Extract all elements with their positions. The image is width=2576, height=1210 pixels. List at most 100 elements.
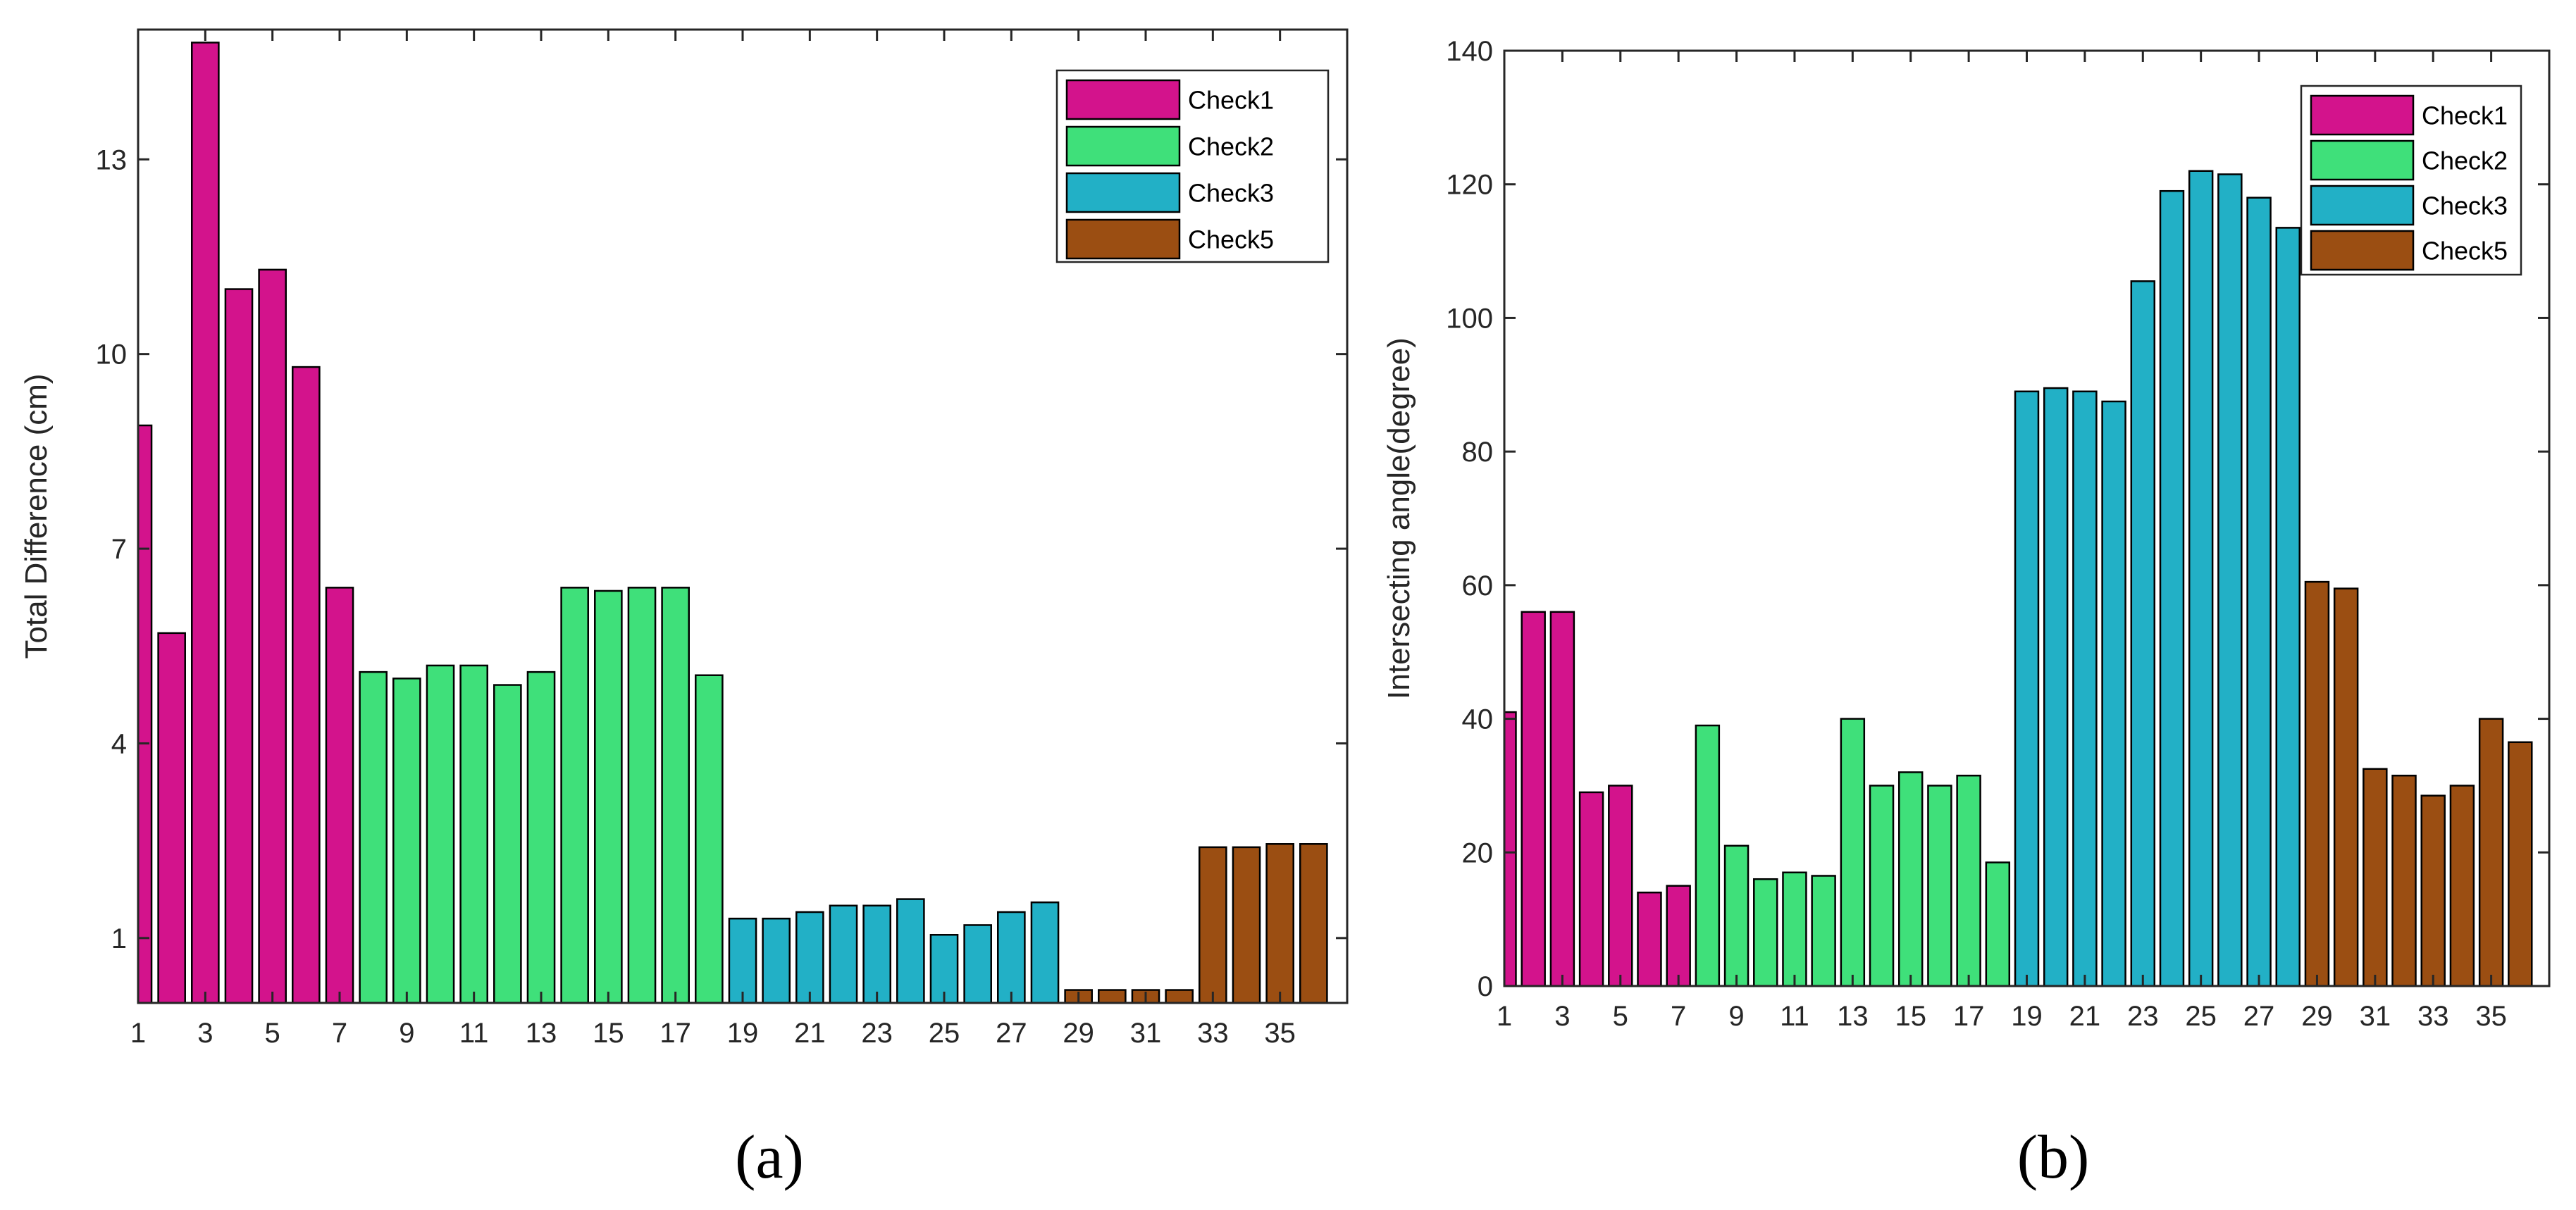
chart-b-bar-21 (2072, 390, 2098, 987)
chart-a-bar-20 (762, 917, 791, 1004)
chart-b-ytick-label: 20 (1462, 837, 1494, 868)
chart-b-xtick-label: 23 (2127, 1001, 2159, 1032)
chart-a-ylabel: Total Difference (cm) (19, 373, 54, 659)
chart-b-xtick-label: 13 (1837, 1001, 1869, 1032)
chart-b-legend-swatch-check1 (2310, 94, 2415, 136)
chart-b-legend-swatch-check2 (2310, 139, 2415, 181)
chart-a-caption: (a) (735, 1123, 804, 1192)
chart-b-ytick-label: 140 (1446, 36, 1493, 67)
chart-a-xtick-label: 5 (265, 1018, 280, 1049)
chart-a-bar-7 (325, 587, 354, 1004)
chart-a-bar-18 (695, 674, 724, 1004)
chart-b-legend-label-check5: Check5 (2422, 237, 2508, 266)
chart-a-xtick-label: 13 (526, 1018, 557, 1049)
chart-a-legend-label-check5: Check5 (1188, 225, 1274, 254)
chart-a-legend-label-check3: Check3 (1188, 179, 1274, 208)
chart-b-ytick-label: 120 (1446, 170, 1493, 201)
chart-b-xtick-label: 1 (1497, 1001, 1512, 1032)
chart-a-bar-15 (594, 590, 623, 1004)
chart-b-bar-15 (1897, 771, 1924, 987)
chart-a-bar-26 (963, 924, 992, 1004)
chart-a-xtick-label: 3 (197, 1018, 213, 1049)
chart-a-bar-2 (157, 632, 186, 1004)
chart-b-bar-23 (2130, 280, 2156, 987)
chart-b-legend-label-check1: Check1 (2422, 101, 2508, 130)
chart-a-xtick-label: 11 (459, 1018, 489, 1049)
chart-a-bar-14 (560, 587, 589, 1004)
chart-b-bar-34 (2449, 785, 2475, 987)
chart-b-xtick-label: 19 (2011, 1001, 2043, 1032)
chart-b-bar-24 (2159, 189, 2185, 987)
chart-a-bar-8 (359, 671, 388, 1004)
chart-a-xtick-label: 15 (593, 1018, 624, 1049)
chart-a-legend-swatch-check3 (1065, 172, 1181, 213)
chart-b-xtick-label: 35 (2475, 1001, 2507, 1032)
chart-b-bar-29 (2304, 580, 2330, 987)
chart-a-ytick-label: 10 (96, 339, 128, 370)
chart-b-bar-13 (1840, 718, 1866, 987)
chart-a-ytick-label: 13 (96, 144, 128, 175)
chart-a-bar-1 (137, 424, 153, 1004)
chart-b-bar-6 (1637, 891, 1662, 987)
chart-b-bar-27 (2246, 197, 2272, 987)
chart-a-bar-13 (526, 671, 556, 1004)
chart-a-ytick-label: 7 (111, 534, 127, 565)
chart-b-xtick-label: 11 (1780, 1001, 1809, 1032)
chart-b-xtick-label: 29 (2301, 1001, 2333, 1032)
chart-a-bar-21 (795, 911, 824, 1004)
chart-a-bar-17 (661, 587, 690, 1004)
chart-b-ylabel: Intersecting angle(degree) (1382, 337, 1416, 699)
chart-b-bar-32 (2391, 774, 2417, 987)
chart-b-xtick-label: 25 (2185, 1001, 2217, 1032)
chart-b-legend-label-check3: Check3 (2422, 192, 2508, 220)
chart-b-bar-3 (1549, 611, 1575, 987)
chart-b-legend-swatch-check5 (2310, 230, 2415, 271)
chart-b-bar-2 (1521, 611, 1546, 987)
chart-b-bar-36 (2508, 741, 2533, 987)
chart-b-bar-17 (1956, 774, 1981, 987)
chart-a-bar-11 (459, 664, 488, 1004)
chart-a-xtick-label: 17 (660, 1018, 691, 1049)
chart-b-bar-1 (1503, 711, 1517, 987)
chart-b-xtick-label: 17 (1953, 1001, 1985, 1032)
chart-b-xtick-label: 3 (1554, 1001, 1570, 1032)
chart-a-xtick-label: 31 (1130, 1018, 1162, 1049)
chart-a-xtick-label: 21 (794, 1018, 826, 1049)
chart-b-ytick-label: 60 (1462, 570, 1494, 601)
chart-a-bar-33 (1199, 846, 1227, 1004)
chart-a-bar-10 (426, 664, 455, 1004)
chart-a-bar-24 (896, 898, 925, 1004)
chart-a-bar-27 (997, 911, 1026, 1004)
chart-b-legend-label-check2: Check2 (2422, 146, 2508, 175)
chart-b-caption: (b) (2017, 1123, 2090, 1192)
chart-b-xtick-label: 27 (2243, 1001, 2275, 1032)
chart-b-ytick-label: 100 (1446, 303, 1493, 334)
chart-b-bar-18 (1985, 861, 2011, 987)
chart-a-legend-swatch-check2 (1065, 125, 1181, 167)
chart-a-xtick-label: 35 (1264, 1018, 1296, 1049)
chart-b-bar-35 (2478, 718, 2504, 987)
chart-b-ytick-label: 80 (1462, 437, 1494, 468)
chart-b-bar-8 (1695, 724, 1721, 987)
chart-b-bar-11 (1782, 871, 1807, 987)
chart-a-bar-36 (1299, 843, 1328, 1004)
chart-a-legend-label-check2: Check2 (1188, 132, 1274, 161)
chart-a-xtick-label: 7 (332, 1018, 347, 1049)
chart-a-bar-6 (292, 366, 321, 1004)
chart-b-ytick-label: 0 (1478, 971, 1493, 1002)
chart-a-bar-3 (191, 42, 220, 1004)
chart-a-bar-35 (1265, 843, 1294, 1004)
chart-b-bar-12 (1811, 875, 1836, 987)
chart-b-bar-33 (2420, 794, 2446, 987)
chart-b-bar-22 (2101, 400, 2126, 987)
chart-a-bar-5 (258, 268, 287, 1004)
chart-b-bar-14 (1869, 785, 1895, 987)
chart-a-xtick-label: 29 (1063, 1018, 1094, 1049)
chart-a-bar-16 (627, 587, 657, 1004)
chart-a-ytick-label: 4 (111, 728, 127, 759)
chart-b-bar-10 (1753, 878, 1778, 987)
chart-b-bar-31 (2363, 768, 2388, 987)
chart-b-bar-28 (2275, 227, 2301, 987)
